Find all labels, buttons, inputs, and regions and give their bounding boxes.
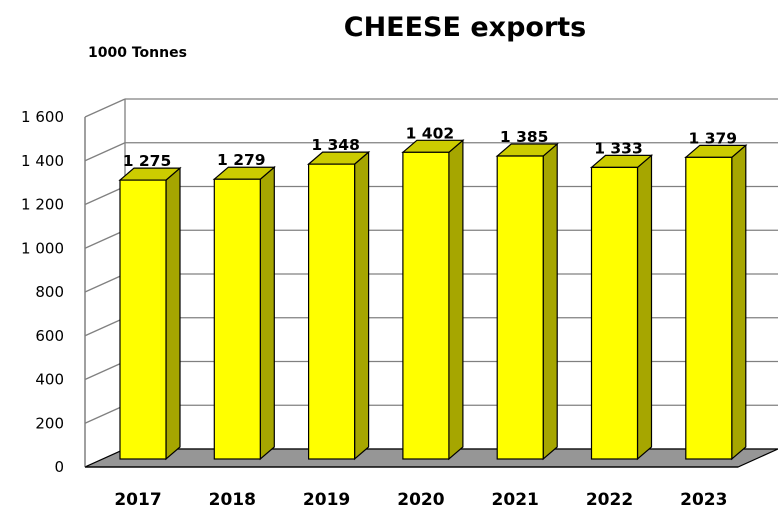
bar-front <box>213 178 261 460</box>
bar-2023 <box>684 144 748 461</box>
bar-2021 <box>495 142 559 461</box>
data-label: 1 275 <box>123 152 172 170</box>
bars <box>118 139 748 461</box>
gridline-side <box>84 360 126 381</box>
bar-side <box>259 165 275 461</box>
x-tick-label: 2023 <box>680 490 727 510</box>
bar-front <box>402 151 450 460</box>
y-tick-label: 1 600 <box>21 108 64 126</box>
data-labels: 1 275 1 279 1 348 1 402 1 385 1 333 1 379 <box>123 124 737 170</box>
y-tick-label: 0 <box>54 458 64 476</box>
bar-side <box>731 144 747 461</box>
bar-side <box>354 150 370 461</box>
bar-side <box>542 142 558 461</box>
data-label: 1 348 <box>311 136 360 154</box>
x-tick-label: 2018 <box>209 490 256 510</box>
x-tick-label: 2021 <box>492 490 539 510</box>
bar-2020 <box>401 139 465 461</box>
gridline-side <box>84 185 126 206</box>
chart-title: CHEESE exports <box>344 12 587 43</box>
y-tick-label: 400 <box>35 371 64 389</box>
y-tick-label: 1 400 <box>21 152 64 170</box>
bar-side <box>636 154 653 461</box>
gridline-side <box>84 317 126 337</box>
unit-label: 1000 Tonnes <box>88 45 187 61</box>
data-label: 1 385 <box>500 128 549 146</box>
y-axis-ticks: 0 200 400 600 800 1 000 1 200 1 400 1 600 <box>21 108 64 476</box>
y-tick-label: 1 000 <box>21 239 64 257</box>
bar-2022 <box>589 154 654 461</box>
gridline-side <box>84 404 126 424</box>
bar-2019 <box>306 150 371 461</box>
bar-front <box>590 166 639 460</box>
data-label: 1 379 <box>689 129 738 147</box>
data-label: 1 333 <box>594 139 643 157</box>
gridline-side <box>84 142 126 162</box>
bar-front <box>685 156 733 460</box>
bar-side <box>165 166 181 461</box>
x-tick-label: 2019 <box>303 490 350 510</box>
data-label: 1 402 <box>406 124 455 142</box>
x-tick-label: 2022 <box>586 490 633 510</box>
bar-side <box>448 139 464 461</box>
y-tick-label: 200 <box>35 414 64 432</box>
gridline-side <box>84 229 126 249</box>
gridline-side <box>84 273 126 293</box>
x-axis-ticks: 2017 2018 2019 2020 2021 2022 2023 <box>114 490 727 510</box>
data-label: 1 279 <box>217 151 266 169</box>
y-tick-label: 600 <box>35 327 64 345</box>
bar-2018 <box>212 165 276 461</box>
x-tick-label: 2017 <box>114 490 161 510</box>
x-tick-label: 2020 <box>397 490 444 510</box>
gridline-side <box>84 98 126 118</box>
bar-2017 <box>118 166 182 461</box>
y-tick-label: 800 <box>35 283 64 301</box>
bar-front <box>496 155 544 460</box>
y-tick-label: 1 200 <box>21 196 64 214</box>
bar-front <box>119 179 167 460</box>
bar-front <box>308 163 356 460</box>
